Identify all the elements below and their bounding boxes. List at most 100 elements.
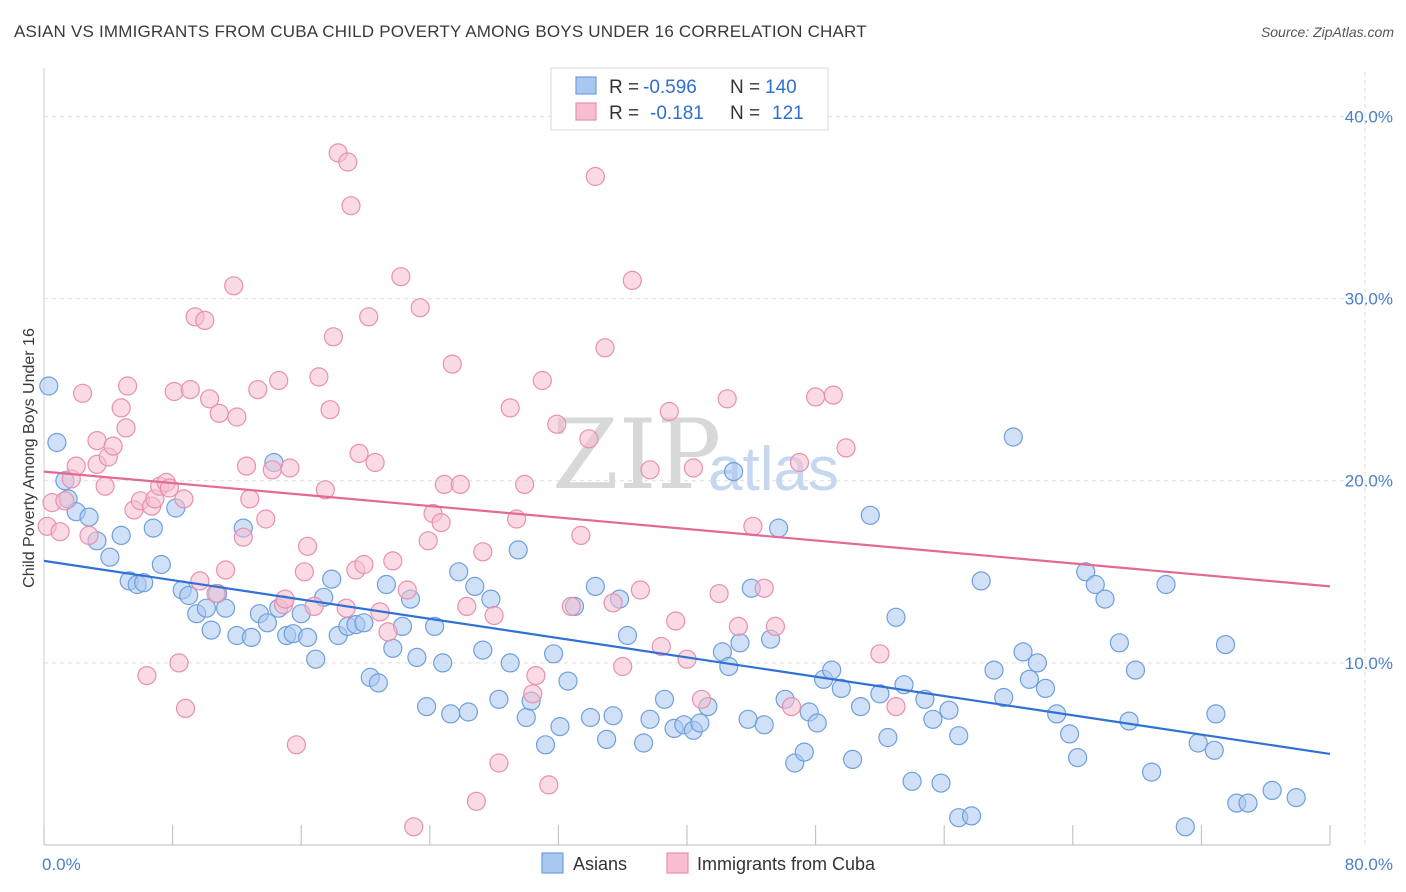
point-cuba-70 bbox=[404, 817, 424, 837]
y-tick-labels: 10.0% 20.0% 30.0% 40.0% bbox=[1345, 107, 1393, 672]
point-asians-59 bbox=[516, 707, 536, 728]
point-cuba-27 bbox=[175, 698, 196, 719]
point-cuba-49 bbox=[294, 562, 314, 582]
grid-lines bbox=[44, 72, 1366, 845]
point-asians-46 bbox=[407, 647, 427, 668]
point-cuba-102 bbox=[659, 401, 679, 422]
point-cuba-9 bbox=[87, 431, 107, 451]
point-cuba-72 bbox=[418, 531, 438, 551]
point-cuba-55 bbox=[323, 327, 343, 347]
point-cuba-34 bbox=[209, 403, 229, 423]
point-asians-122 bbox=[1067, 747, 1088, 768]
point-asians-116 bbox=[1013, 642, 1033, 662]
x-tick-label-0: 0.0% bbox=[42, 855, 81, 874]
point-cuba-38 bbox=[233, 527, 253, 547]
point-cuba-77 bbox=[450, 474, 470, 494]
point-cuba-66 bbox=[378, 622, 398, 642]
point-cuba-113 bbox=[781, 696, 802, 717]
bottom-legend-swatch-cuba bbox=[666, 852, 689, 874]
point-asians-132 bbox=[1188, 733, 1208, 753]
point-cuba-48 bbox=[286, 735, 306, 755]
point-cuba-107 bbox=[709, 583, 729, 604]
point-asians-123 bbox=[1076, 562, 1096, 582]
point-asians-106 bbox=[923, 709, 943, 729]
point-cuba-64 bbox=[365, 452, 385, 473]
point-asians-1 bbox=[47, 432, 67, 453]
point-cuba-7 bbox=[79, 525, 99, 546]
point-cuba-63 bbox=[359, 307, 379, 327]
watermark: ZIP atlas bbox=[552, 399, 839, 511]
point-asians-61 bbox=[535, 735, 556, 755]
watermark-zip: ZIP bbox=[552, 399, 721, 511]
legend-n-value-0: 140 bbox=[765, 77, 797, 98]
legend-swatch-cuba bbox=[575, 102, 597, 121]
point-cuba-14 bbox=[116, 418, 136, 438]
point-asians-21 bbox=[216, 598, 236, 618]
point-asians-83 bbox=[730, 633, 750, 653]
point-asians-43 bbox=[383, 638, 403, 658]
point-asians-12 bbox=[143, 518, 163, 538]
point-asians-124 bbox=[1085, 574, 1105, 595]
point-cuba-87 bbox=[526, 665, 546, 686]
x-tick-label-1: 80.0% bbox=[1345, 855, 1393, 874]
point-asians-111 bbox=[961, 806, 982, 826]
axes bbox=[43, 68, 1331, 846]
point-asians-102 bbox=[886, 607, 906, 627]
point-asians-42 bbox=[376, 574, 396, 595]
point-cuba-108 bbox=[717, 389, 737, 409]
point-asians-95 bbox=[822, 660, 842, 680]
point-asians-68 bbox=[596, 729, 617, 750]
trend-line-cuba bbox=[43, 470, 1331, 588]
point-cuba-36 bbox=[224, 276, 244, 296]
y-tick-label-3: 40.0% bbox=[1345, 107, 1393, 126]
point-cuba-83 bbox=[500, 398, 520, 418]
y-tick-label-1: 20.0% bbox=[1345, 472, 1393, 491]
point-asians-129 bbox=[1141, 762, 1162, 782]
point-cuba-39 bbox=[236, 456, 257, 476]
point-asians-47 bbox=[417, 696, 437, 717]
point-asians-69 bbox=[603, 706, 623, 726]
point-asians-88 bbox=[768, 518, 789, 538]
y-tick-label-2: 30.0% bbox=[1345, 290, 1393, 309]
point-cuba-47 bbox=[280, 458, 300, 478]
point-cuba-10 bbox=[95, 476, 115, 496]
point-asians-39 bbox=[354, 613, 374, 633]
point-cuba-54 bbox=[320, 400, 340, 420]
point-asians-91 bbox=[794, 742, 814, 762]
point-cuba-90 bbox=[547, 414, 567, 434]
point-asians-5 bbox=[79, 507, 99, 527]
point-cuba-74 bbox=[431, 512, 451, 533]
point-cuba-52 bbox=[309, 367, 329, 387]
point-asians-64 bbox=[558, 671, 578, 691]
point-cuba-42 bbox=[256, 509, 276, 529]
point-asians-137 bbox=[1238, 793, 1258, 813]
point-asians-8 bbox=[111, 525, 131, 546]
legend-n-label-1: N = bbox=[730, 103, 760, 124]
legend-r-value-0: -0.596 bbox=[643, 77, 697, 98]
point-asians-133 bbox=[1204, 740, 1224, 760]
point-cuba-97 bbox=[613, 656, 633, 677]
point-asians-113 bbox=[984, 660, 1004, 680]
point-cuba-53 bbox=[315, 480, 335, 500]
point-cuba-105 bbox=[683, 458, 704, 478]
legend-n-label-0: N = bbox=[730, 77, 760, 98]
point-cuba-43 bbox=[262, 460, 282, 480]
point-asians-101 bbox=[878, 727, 898, 748]
point-asians-48 bbox=[425, 616, 445, 637]
point-asians-98 bbox=[850, 696, 871, 717]
point-asians-13 bbox=[151, 554, 171, 575]
point-cuba-15 bbox=[117, 376, 138, 396]
point-cuba-75 bbox=[434, 474, 454, 494]
point-asians-57 bbox=[500, 653, 520, 673]
point-asians-58 bbox=[508, 540, 528, 560]
point-cuba-18 bbox=[137, 665, 157, 686]
point-asians-24 bbox=[241, 627, 261, 648]
trend-lines bbox=[43, 470, 1331, 756]
point-cuba-25 bbox=[169, 653, 189, 673]
point-cuba-94 bbox=[585, 166, 606, 187]
point-cuba-91 bbox=[561, 596, 581, 617]
point-cuba-115 bbox=[805, 387, 826, 407]
point-cuba-111 bbox=[754, 578, 774, 598]
point-cuba-71 bbox=[410, 298, 430, 318]
point-cuba-2 bbox=[50, 522, 70, 542]
